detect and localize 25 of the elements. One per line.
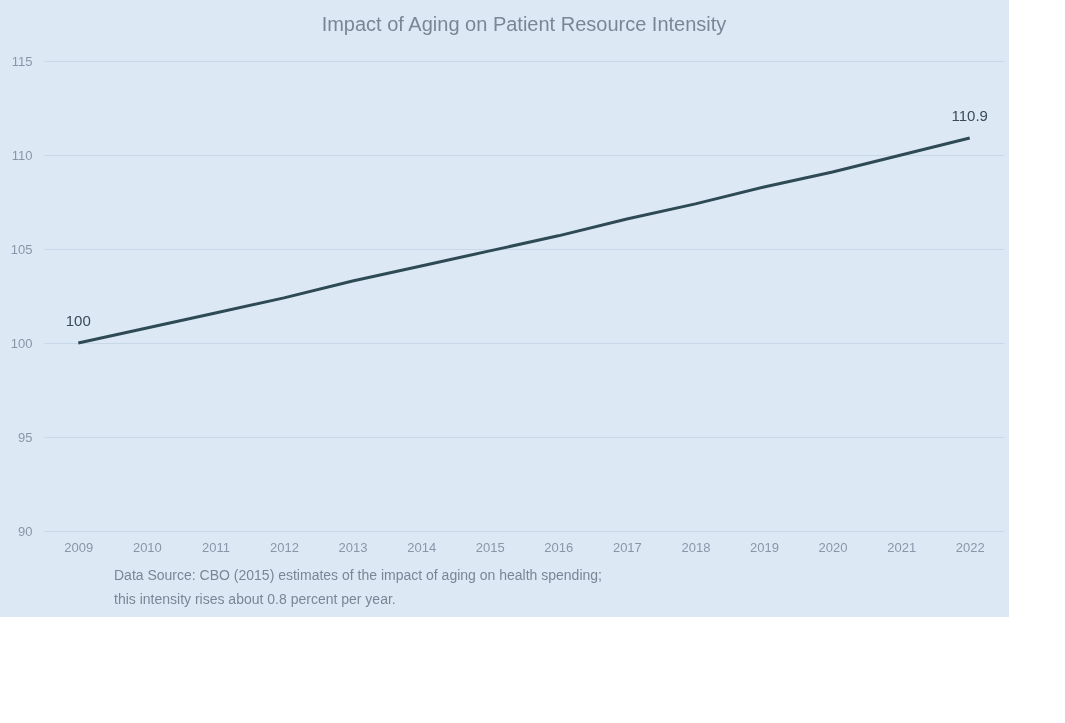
x-tick-label: 2017 bbox=[612, 539, 642, 555]
x-tick-label: 2020 bbox=[818, 539, 848, 555]
x-tick-label: 2018 bbox=[681, 539, 711, 555]
x-tick-label: 2014 bbox=[407, 539, 437, 555]
x-tick-label: 2011 bbox=[201, 539, 230, 555]
x-tick-label: 2022 bbox=[955, 539, 985, 555]
chart-title: Impact of Aging on Patient Resource Intensity bbox=[321, 13, 727, 35]
x-tick-label: 2015 bbox=[475, 539, 505, 555]
y-tick-label: 110 bbox=[11, 147, 33, 163]
x-tick-label: 2016 bbox=[544, 539, 574, 555]
y-tick-label: 115 bbox=[11, 53, 33, 69]
x-tick-label: 2010 bbox=[132, 539, 162, 555]
x-tick-label: 2019 bbox=[750, 539, 779, 555]
data-label: 110.9 bbox=[951, 107, 988, 125]
x-tick-label: 2021 bbox=[887, 539, 917, 555]
x-tick-label: 2013 bbox=[338, 539, 368, 555]
x-tick-label: 2012 bbox=[270, 539, 299, 555]
y-tick-label: 100 bbox=[10, 335, 33, 351]
source-note: Data Source: CBO (2015) estimates of the impact of aging on health spending; bbox=[114, 567, 602, 583]
y-tick-label: 95 bbox=[18, 429, 33, 445]
x-tick-label: 2009 bbox=[64, 539, 94, 555]
data-label: 100 bbox=[65, 312, 91, 329]
y-tick-label: 90 bbox=[18, 523, 33, 539]
text: this intensity rises about 0.8 percent per year. bbox=[114, 591, 396, 607]
y-tick-label: 105 bbox=[10, 241, 33, 257]
